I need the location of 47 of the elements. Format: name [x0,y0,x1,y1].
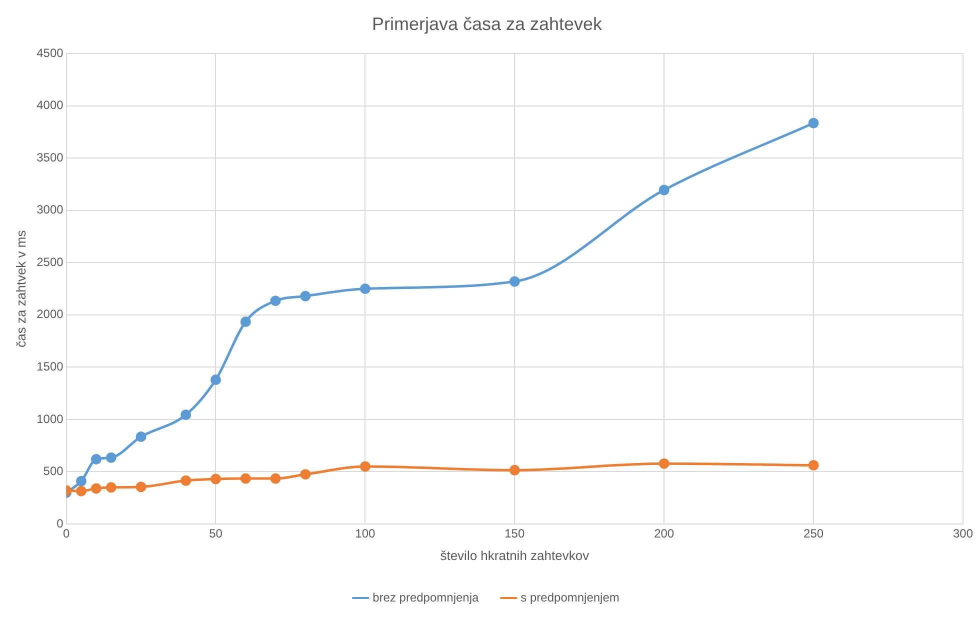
point [360,284,370,294]
legend-label: s predpomnjenjem [520,590,620,604]
point [808,460,819,471]
y-tick-label: 3500 [36,150,64,164]
point [136,431,146,442]
x-tick-label: 200 [654,526,674,541]
x-axis-title: število hkratnih zahtevkov [440,548,590,563]
point [270,473,281,484]
point [106,482,116,493]
legend-label: brez predpomnjenja [372,590,479,604]
x-tick-label: 150 [504,526,525,541]
x-tick-label: 250 [804,526,824,541]
point [90,454,102,464]
point [360,461,370,472]
y-tick-label: 1000 [36,412,64,426]
point [509,464,520,476]
y-axis-title: čas za zahtvek v ms [13,230,28,348]
point [180,475,192,486]
y-tick-label: 3000 [36,202,64,217]
point [270,296,281,306]
point [210,374,221,385]
point [240,316,251,327]
point [76,486,86,496]
x-tick-label: 100 [355,526,376,541]
point [658,184,670,196]
point [180,410,192,420]
y-tick-label: 1500 [36,360,64,374]
point [240,473,251,484]
point [136,482,146,492]
point [658,458,670,469]
x-tick-label: 300 [952,526,974,541]
y-tick-label: 4000 [36,98,64,112]
y-tick-label: 500 [43,464,64,478]
point [76,476,86,486]
point [300,290,311,302]
y-tick-label: 4500 [36,46,64,60]
point [509,276,520,287]
point [210,474,221,484]
chart-title: Primerjava časa za zahtevek [372,14,604,34]
y-tick-label: 2000 [36,307,64,322]
x-tick-label: 50 [209,526,223,541]
point [106,452,116,463]
y-tick-label: 2500 [36,254,64,269]
point [300,469,311,480]
point [90,483,102,494]
y-tick-label: 0 [56,516,64,530]
point [808,118,819,128]
